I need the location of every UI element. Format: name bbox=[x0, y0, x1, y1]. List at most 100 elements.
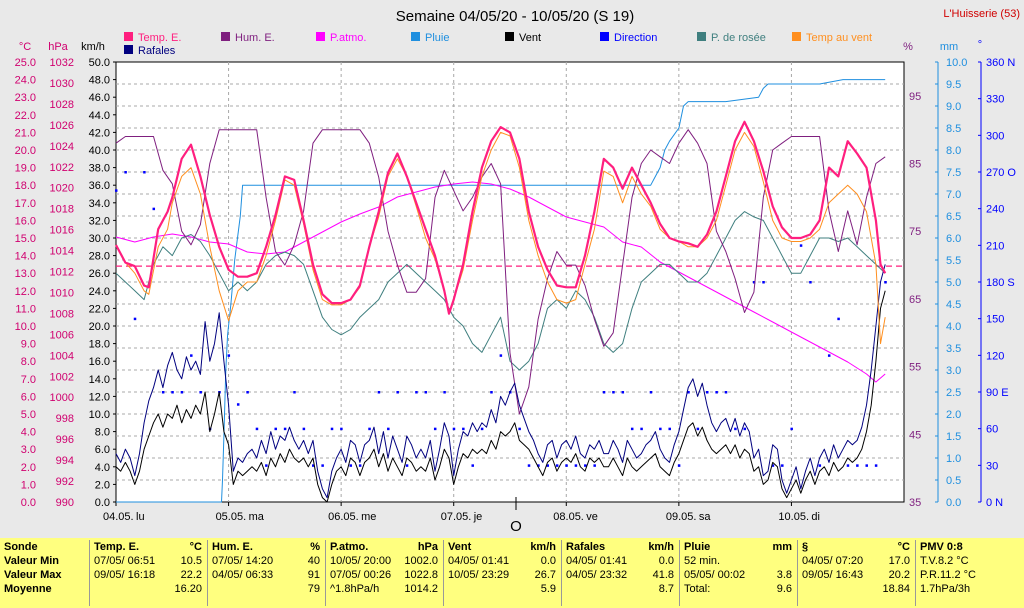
direction-point bbox=[190, 354, 193, 357]
summary-cell-value: 17.0 bbox=[888, 555, 910, 567]
hum-axis-tick-label: 35 bbox=[909, 497, 921, 509]
summary-cell-value: 8.7 bbox=[658, 583, 674, 595]
direction-point bbox=[424, 391, 428, 394]
direction-point bbox=[396, 391, 399, 394]
press-unit-label: hPa bbox=[48, 41, 68, 53]
direction-point bbox=[574, 464, 578, 467]
direction-point bbox=[349, 464, 353, 467]
rain-series-line bbox=[116, 79, 886, 503]
wind-axis-tick-label: 38.0 bbox=[89, 163, 110, 175]
press-series-line bbox=[115, 181, 886, 383]
press-axis-tick-label: 994 bbox=[56, 455, 74, 467]
direction-point bbox=[443, 391, 446, 394]
temp-axis-tick-label: 16.0 bbox=[15, 215, 36, 227]
temp-axis-tick-label: 9.0 bbox=[21, 339, 36, 351]
dew-series-line bbox=[115, 211, 886, 371]
x-tick-label: 09.05. bbox=[666, 511, 697, 523]
summary-column-unit: % bbox=[310, 541, 320, 553]
summary-cell-label: 04/05/ 07:20 bbox=[802, 555, 864, 567]
wind-series-line bbox=[115, 290, 886, 503]
summary-value-row: T.V.8.2 °C bbox=[916, 555, 1022, 569]
direction-point bbox=[490, 391, 493, 394]
summary-column-title: Pluie bbox=[684, 541, 711, 553]
summary-column: Rafales km/h 04/05/ 01:41 0.0 04/05/ 23:32 41… bbox=[562, 538, 678, 608]
hum-series-line bbox=[115, 129, 886, 415]
dir-axis-tick-label: 120 bbox=[986, 350, 1004, 362]
direction-point bbox=[884, 281, 887, 284]
summary-column: Pluie mm 52 min. 05/05/ 00:02 3.8 Total: 9.6 bbox=[680, 538, 796, 608]
temp-axis-tick-label: 21.0 bbox=[15, 127, 36, 139]
temp-series-line bbox=[115, 120, 887, 315]
direction-point bbox=[827, 354, 831, 357]
legend-label: Vent bbox=[519, 32, 541, 44]
summary-column: PMV 0:8 T.V.8.2 °C P.R.11.2 °C 1.7hPa/3h bbox=[916, 538, 1022, 608]
cursor-label: O bbox=[510, 518, 522, 535]
direction-point bbox=[706, 391, 709, 394]
temp-axis-tick-label: 1.0 bbox=[21, 479, 36, 491]
summary-table: Sonde Valeur Min Valeur Max Moyenne Temp. E.… bbox=[0, 538, 1024, 608]
rain-axis-tick-label: 6.5 bbox=[946, 211, 961, 223]
summary-value-row: 04/05/ 23:32 41.8 bbox=[562, 569, 678, 583]
direction-point bbox=[358, 464, 362, 467]
rain-axis-tick-label: 7.5 bbox=[946, 167, 961, 179]
direction-point bbox=[546, 464, 550, 467]
direction-point bbox=[874, 464, 878, 467]
direction-point bbox=[752, 281, 756, 284]
wind-axis-tick-label: 2.0 bbox=[95, 479, 110, 491]
x-tick-day: me bbox=[361, 511, 376, 523]
direction-point bbox=[368, 427, 371, 431]
summary-cell-value: 10.5 bbox=[180, 555, 202, 567]
summary-column: § °C 04/05/ 07:20 17.0 09/05/ 16:43 20.2 18.84 bbox=[798, 538, 914, 608]
legend-label: Temp au vent bbox=[806, 32, 872, 44]
direction-point bbox=[818, 464, 822, 467]
dir-axis-tick-label: 330 bbox=[986, 94, 1004, 106]
temp-axis-tick-label: 4.0 bbox=[21, 427, 36, 439]
windchill-series-line bbox=[115, 131, 886, 345]
direction-point bbox=[499, 354, 503, 357]
summary-cell-value: 1014.2 bbox=[404, 583, 438, 595]
direction-point bbox=[527, 464, 531, 467]
temp-axis-tick-label: 19.0 bbox=[15, 163, 36, 175]
summary-cell-label: 52 min. bbox=[684, 555, 721, 567]
plot-area bbox=[115, 61, 905, 503]
legend-swatch bbox=[411, 32, 420, 41]
legend-swatch bbox=[600, 32, 609, 41]
direction-point bbox=[133, 317, 137, 321]
direction-point bbox=[781, 464, 784, 467]
axis-unit-labels: °C hPa km/h % mm ° bbox=[19, 39, 982, 53]
summary-value-row: 07/05/ 14:20 40 bbox=[208, 555, 324, 569]
press-axis-tick-label: 1014 bbox=[50, 246, 74, 258]
press-axis-tick-label: 1008 bbox=[50, 308, 74, 320]
hum-axis-tick-label: 85 bbox=[909, 159, 921, 171]
summary-cell-label: 1.7hPa/3h bbox=[920, 583, 971, 595]
direction-point bbox=[696, 427, 700, 431]
press-axis-tick-label: 1022 bbox=[50, 162, 74, 174]
summary-column: Vent km/h 04/05/ 01:41 0.0 10/05/ 23:29 26.7 5… bbox=[444, 538, 560, 608]
temp-axis-tick-label: 8.0 bbox=[21, 356, 36, 368]
summary-separator bbox=[89, 540, 90, 606]
wind-axis-tick-label: 4.0 bbox=[95, 462, 110, 474]
dir-axis-tick-label: 30 bbox=[986, 460, 998, 472]
summary-value-row: P.R.11.2 °C bbox=[916, 569, 1022, 583]
summary-cell-label: 07/05/ 14:20 bbox=[212, 555, 274, 567]
summary-header-row: Temp. E. °C bbox=[90, 541, 206, 555]
legend-label: Hum. E. bbox=[235, 32, 275, 44]
summary-cell-label: 10/05/ 20:00 bbox=[330, 555, 392, 567]
rain-axis-tick-label: 4.5 bbox=[946, 299, 961, 311]
wind-axis-tick-label: 16.0 bbox=[89, 356, 110, 368]
summary-value-row: 5.9 bbox=[444, 583, 560, 597]
summary-cell-label: 07/05/ 06:51 bbox=[94, 555, 156, 567]
direction-point bbox=[649, 391, 653, 394]
press-axis-tick-label: 1024 bbox=[50, 141, 74, 153]
direction-point bbox=[612, 391, 615, 394]
summary-separator bbox=[561, 540, 562, 606]
press-axis-tick-label: 1010 bbox=[50, 287, 74, 299]
wind-axis-tick-label: 32.0 bbox=[89, 215, 110, 227]
summary-value-row: 04/05/ 01:41 0.0 bbox=[562, 555, 678, 569]
press-axis-tick-label: 1032 bbox=[50, 57, 74, 69]
summary-cell-label: 04/05/ 23:32 bbox=[566, 569, 628, 581]
direction-point bbox=[171, 391, 174, 394]
legend-swatch bbox=[124, 45, 133, 54]
summary-value-row: 18.84 bbox=[798, 583, 914, 597]
hum-axis-tick-label: 45 bbox=[909, 429, 921, 441]
